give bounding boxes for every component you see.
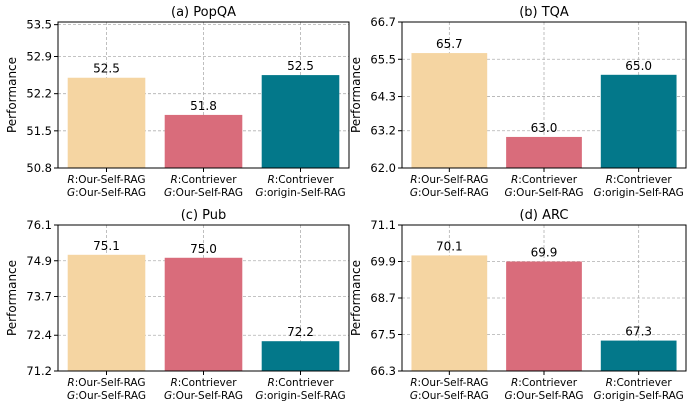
y-tick-label: 50.8 — [26, 161, 52, 175]
y-tick-label: 76.1 — [26, 218, 52, 232]
x-tick-label-line2: G:Our-Self-RAG — [410, 390, 489, 402]
chart-title: (d) ARC — [520, 208, 569, 223]
x-tick-label-line1: R:Contriever — [267, 174, 334, 186]
bar-1 — [164, 257, 243, 371]
chart-panel-3: 70.1 69.9 67.3 66.3 67.5 68.7 69.9 71.1 R:Our-Se… — [349, 208, 687, 402]
bar-2 — [261, 341, 340, 371]
x-tick-label-line2: G:origin-Self-RAG — [594, 390, 684, 402]
bar-2 — [261, 75, 340, 168]
data-label: 63.0 — [531, 121, 558, 135]
chart-title: (a) PopQA — [171, 5, 236, 20]
y-tick-label: 52.2 — [26, 87, 52, 101]
chart-panel-0: 52.5 51.8 52.5 50.8 51.5 52.2 52.9 53.5 R:Our-Se… — [5, 5, 350, 199]
chart-title: (b) TQA — [519, 5, 569, 20]
data-label: 75.0 — [190, 242, 217, 256]
x-tick-label-line1: R:Our-Self-RAG — [67, 174, 145, 186]
x-tick-label-line1: R:Contriever — [606, 174, 673, 186]
y-tick-label: 51.5 — [26, 124, 52, 138]
bar-2 — [600, 340, 677, 371]
y-tick-label: 67.5 — [370, 328, 396, 342]
y-tick-label: 71.1 — [370, 218, 396, 232]
y-tick-label: 66.7 — [370, 15, 396, 29]
data-label: 67.3 — [625, 325, 652, 339]
y-tick-label: 62.0 — [370, 161, 396, 175]
data-label: 65.7 — [436, 37, 463, 51]
x-tick-label-line2: G:Our-Self-RAG — [505, 187, 584, 199]
x-tick-label-line1: R:Contriever — [170, 377, 237, 389]
x-tick-label-line1: R:Contriever — [267, 377, 334, 389]
x-tick-label-line1: R:Our-Self-RAG — [410, 377, 488, 389]
data-label: 52.5 — [93, 62, 120, 76]
y-axis-label: Performance — [349, 260, 363, 336]
y-tick-label: 65.5 — [370, 52, 396, 66]
bar-1 — [506, 136, 582, 168]
data-label: 69.9 — [531, 246, 558, 260]
y-tick-label: 73.7 — [26, 290, 52, 304]
x-tick-label-line2: G:Our-Self-RAG — [67, 187, 146, 199]
data-label: 65.0 — [625, 59, 652, 73]
x-tick-label-line2: G:Our-Self-RAG — [164, 187, 243, 199]
y-tick-label: 64.3 — [370, 90, 396, 104]
data-label: 51.8 — [190, 99, 217, 113]
x-tick-label-line1: R:Contriever — [511, 174, 578, 186]
bar-1 — [164, 114, 243, 168]
x-tick-label-line2: G:Our-Self-RAG — [67, 390, 146, 402]
chart-panel-2: 75.1 75.0 72.2 71.2 72.4 73.7 74.9 76.1 R:Our-Se… — [5, 208, 350, 402]
x-tick-label-line1: R:Contriever — [606, 377, 673, 389]
y-tick-label: 72.4 — [26, 328, 52, 342]
chart-panel-1: 65.7 63.0 65.0 62.0 63.2 64.3 65.5 66.7 R:Our-Se… — [349, 5, 687, 199]
bar-0 — [411, 53, 488, 169]
data-label: 52.5 — [287, 59, 314, 73]
x-tick-label-line2: G:Our-Self-RAG — [505, 390, 584, 402]
x-tick-label-line1: R:Our-Self-RAG — [410, 174, 488, 186]
y-tick-label: 53.5 — [26, 18, 52, 32]
y-tick-label: 63.2 — [370, 124, 396, 138]
y-axis-label: Performance — [5, 57, 19, 133]
bar-0 — [67, 254, 146, 371]
data-label: 75.1 — [93, 239, 120, 253]
bar-1 — [506, 261, 582, 371]
x-tick-label-line2: G:Our-Self-RAG — [164, 390, 243, 402]
y-tick-label: 69.9 — [370, 255, 396, 269]
y-tick-label: 68.7 — [370, 291, 396, 305]
y-tick-label: 74.9 — [26, 254, 52, 268]
chart-title: (c) Pub — [181, 208, 227, 223]
y-tick-label: 66.3 — [370, 364, 396, 378]
data-label: 72.2 — [287, 325, 314, 339]
y-axis-label: Performance — [349, 57, 363, 133]
y-tick-label: 71.2 — [26, 364, 52, 378]
x-tick-label-line2: G:origin-Self-RAG — [255, 187, 345, 199]
x-tick-label-line1: R:Contriever — [511, 377, 578, 389]
bar-0 — [67, 77, 146, 168]
y-axis-label: Performance — [5, 260, 19, 336]
data-label: 70.1 — [436, 239, 463, 253]
x-tick-label-line2: G:origin-Self-RAG — [255, 390, 345, 402]
x-tick-label-line2: G:origin-Self-RAG — [594, 187, 684, 199]
x-tick-label-line2: G:Our-Self-RAG — [410, 187, 489, 199]
x-tick-label-line1: R:Contriever — [170, 174, 237, 186]
bar-2 — [600, 74, 677, 168]
y-tick-label: 52.9 — [26, 50, 52, 64]
bar-0 — [411, 255, 488, 371]
x-tick-label-line1: R:Our-Self-RAG — [67, 377, 145, 389]
